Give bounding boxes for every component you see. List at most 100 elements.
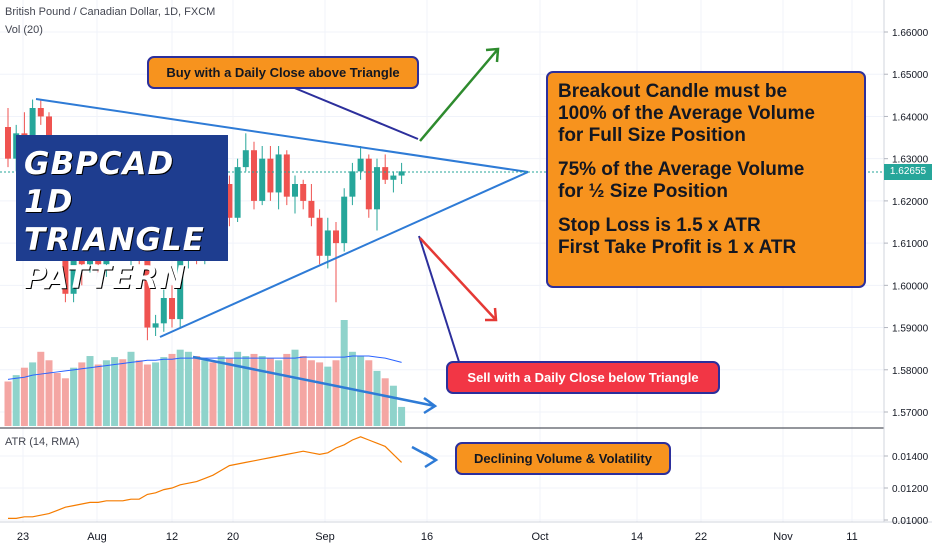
candle-body [62,243,69,294]
volume-bar [152,362,160,426]
time-tick-label: 23 [17,531,29,543]
triangle-upper-line [35,98,529,173]
price-tick-label: 1.57000 [892,408,929,419]
candle-body [169,298,175,320]
time-tick-label: 12 [166,531,178,543]
volume-bar [209,362,217,426]
breakout-up-arrow [419,48,499,142]
candle-body [144,260,151,328]
time-tick-label: Sep [315,531,335,543]
volume-bar [102,360,110,426]
title-line-2: TRIANGLE [24,222,205,258]
volume-bar [225,358,233,426]
volume-bar [234,351,242,426]
title-overlay: GBPCAD 1D TRIANGLE PATTERN [16,135,228,296]
title-line-3: PATTERN [24,260,186,296]
rules-line-2: 100% of the Average Volume [558,103,815,124]
candle-body [226,184,233,218]
breakdown-down-arrow [419,237,497,321]
volume-bar [316,362,324,426]
volume-bar [143,364,151,426]
price-tick-label: 1.59000 [892,324,929,335]
volume-bar [283,353,291,426]
rules-line-6: Stop Loss is 1.5 x ATR [558,215,761,236]
rules-gap [558,203,854,215]
candle-body [242,150,249,168]
sell-pointer-line [418,235,461,366]
price-tick-label: 1.61000 [892,239,929,250]
candle-body [275,154,282,193]
volume-bar [168,353,176,426]
candle-body [333,230,339,244]
volume-bar [291,349,299,426]
volume-bar [275,360,283,426]
candle-body [267,158,274,193]
atr-pane [0,427,884,520]
rules-line-1: Breakout Candle must be [558,81,788,102]
rules-line-7: First Take Profit is 1 x ATR [558,237,797,258]
candle-body [357,158,364,172]
candle-body [390,175,397,180]
volume-bar [242,356,250,426]
candle-body [341,196,348,244]
volume-bar [266,358,274,426]
time-tick-label: 14 [631,531,643,543]
candle-body [37,108,44,117]
time-tick-label: 11 [846,531,857,543]
candle-body [70,251,77,294]
volume-bar [111,357,119,426]
volume-bar [12,375,20,426]
volume-bar [184,351,192,426]
volume-bar [217,356,225,426]
volume-bar [53,373,61,426]
rules-line-4: 75% of the Average Volume [558,159,805,180]
volume-decline-arrowhead [423,396,438,415]
atr-indicator-label: ATR (14, RMA) [5,436,80,448]
last-price-label: 1.62655 [884,164,932,180]
buy-pointer-line [279,81,419,140]
time-tick-label: Oct [531,531,548,543]
volume-bar [176,349,184,426]
candle-body [292,184,298,197]
atr-decline-arrowhead [424,451,439,469]
time-tick-label: 16 [421,531,433,543]
triangle-lower-line [159,171,529,338]
volume-bar [119,359,127,426]
volume-bar [307,360,315,426]
candle-body [374,167,380,210]
volume-bar [78,362,86,426]
rules-callout: Breakout Candle must be 100% of the Aver… [546,71,866,288]
candle-body [324,230,331,256]
candle-body [160,298,167,324]
volume-bar [332,360,340,426]
volume-bar [201,360,209,426]
volume-bar [45,360,53,426]
buy-callout: Buy with a Daily Close above Triangle [147,56,419,89]
atr-axis-ticks: 0.01400 0.01200 0.01000 [884,452,929,527]
price-tick-label: 1.60000 [892,281,929,292]
volume-bar [61,378,69,426]
volume-bar [340,320,348,426]
candle-body [259,158,266,201]
time-tick-label: 22 [695,531,707,543]
candle-body [5,127,11,159]
volume-decline-arrow [192,355,436,408]
volume-bar [94,364,102,426]
volume-bar [299,356,307,426]
candle-body [152,323,159,328]
price-tick-label: 1.62000 [892,197,929,208]
volume-bars [4,320,406,426]
candle-body [283,154,290,197]
volume-bar [381,378,389,426]
candle-body [308,200,315,218]
candle-body [251,150,257,201]
candle-body [29,108,36,151]
rules-line-3: for Full Size Position [558,125,746,146]
volume-bar [160,357,168,426]
breakdown-down-arrowhead [485,307,498,322]
breakout-up-arrowhead [485,47,500,63]
price-tick-label: 1.64000 [892,112,929,123]
volume-bar [70,367,78,426]
candle-body [398,171,405,176]
volume-bar [37,351,45,426]
